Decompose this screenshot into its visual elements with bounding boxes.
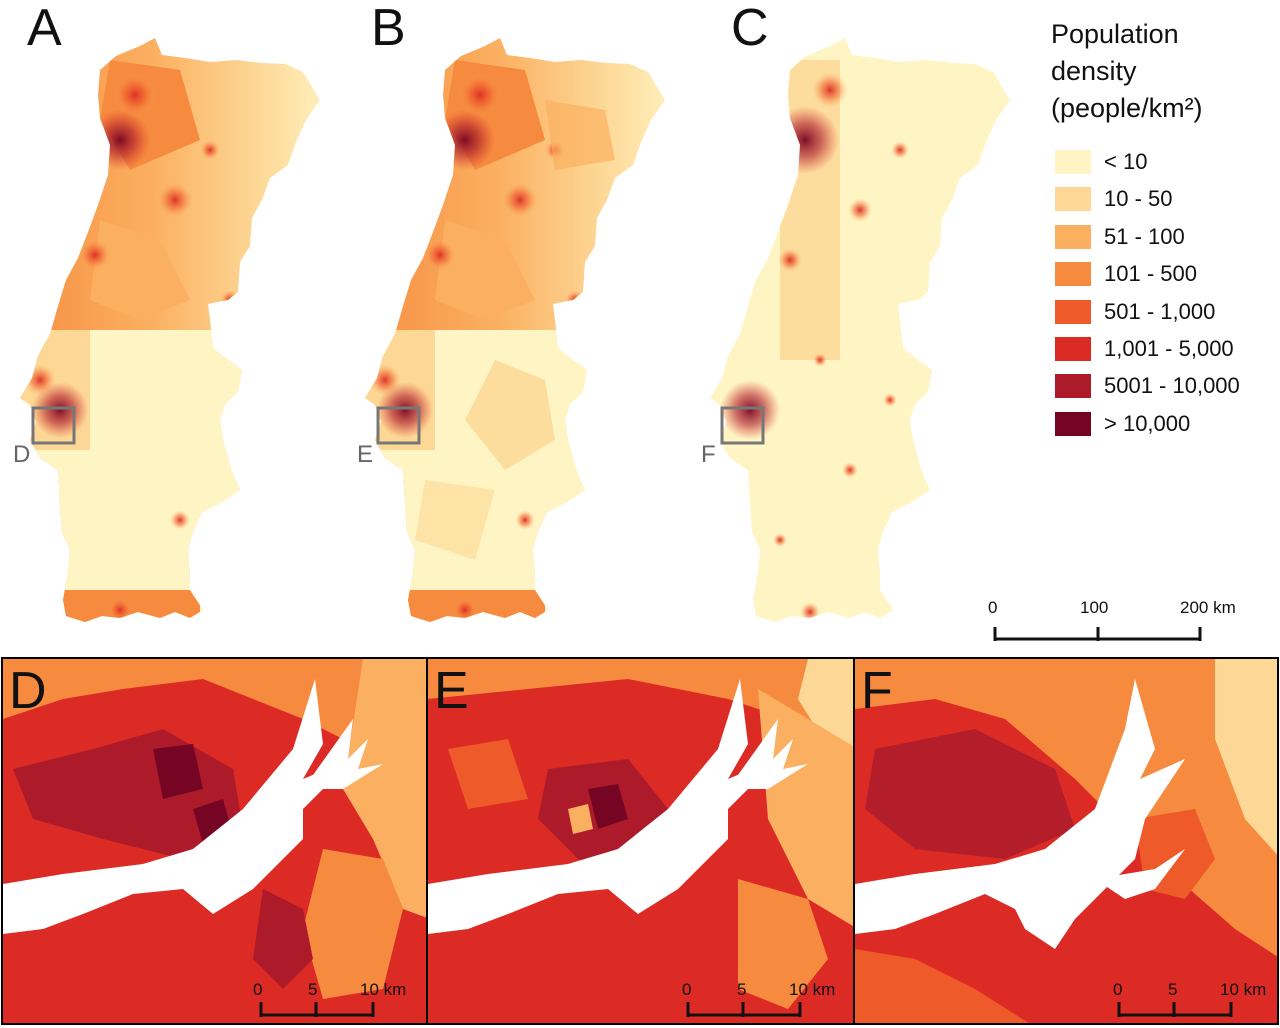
map-c	[710, 38, 1010, 622]
inset-scale-label: 0	[682, 980, 692, 999]
overview-maps	[20, 38, 1202, 641]
inset-letter-e: E	[434, 662, 469, 720]
box-label-e: E	[357, 441, 374, 468]
inset-scale-label: 0	[253, 980, 263, 999]
inset-letter-f: F	[861, 662, 893, 720]
legend-label: 501 - 1,000	[1104, 299, 1216, 324]
panel-letter-a: A	[27, 0, 62, 57]
legend-label: 51 - 100	[1104, 224, 1185, 249]
legend-label: 101 - 500	[1104, 261, 1197, 286]
inset-d: D 0 5 10 km	[1, 657, 428, 1025]
inset-scale-bar-d	[259, 1002, 375, 1017]
legend-label: < 10	[1104, 149, 1148, 174]
inset-scale-bar-f	[1117, 1002, 1233, 1017]
box-label-f: F	[701, 441, 716, 468]
legend-label: 1,001 - 5,000	[1104, 336, 1234, 361]
inset-e: E 0 5 10 km	[426, 657, 856, 1025]
inset-scale-label: 10 km	[360, 980, 407, 999]
legend-swatch	[1055, 374, 1091, 398]
legend-label: 5001 - 10,000	[1104, 373, 1240, 398]
legend-swatch	[1055, 225, 1091, 249]
map-a	[20, 38, 320, 622]
inset-scale-label: 10 km	[1220, 980, 1267, 999]
inset-scale-label: 5	[737, 980, 747, 999]
inset-letter-d: D	[9, 662, 47, 720]
inset-f: F 0 5 10 km	[853, 657, 1279, 1025]
main-scale-label: 100	[1080, 598, 1109, 617]
inset-scale-label: 0	[1113, 980, 1123, 999]
inset-scale-label: 10 km	[789, 980, 836, 999]
main-scale-bar	[993, 627, 1202, 641]
legend-title-line: Population	[1051, 19, 1179, 49]
legend-swatch	[1055, 150, 1091, 174]
legend-swatch	[1055, 300, 1091, 324]
legend-title-line: (people/km²)	[1051, 93, 1203, 123]
box-label-d: D	[13, 441, 31, 468]
panel-letter-c: C	[731, 0, 769, 57]
main-scale-label: 200 km	[1180, 598, 1236, 617]
legend-swatch	[1055, 337, 1091, 361]
main-scale-label: 0	[988, 598, 998, 617]
locator-box-f	[720, 406, 765, 445]
legend-title-line: density	[1051, 56, 1137, 86]
inset-scale-label: 5	[308, 980, 318, 999]
legend-swatch	[1055, 262, 1091, 286]
locator-box-e	[376, 406, 421, 445]
legend-swatch	[1055, 412, 1091, 436]
legend-swatch	[1055, 187, 1091, 211]
map-b	[365, 38, 665, 622]
panel-letter-b: B	[371, 0, 406, 57]
legend-label: > 10,000	[1104, 411, 1191, 436]
inset-scale-bar-e	[686, 1002, 802, 1017]
locator-box-d	[31, 406, 76, 445]
legend-title: Population density (people/km²)	[1051, 16, 1203, 127]
legend-label: 10 - 50	[1104, 186, 1173, 211]
inset-scale-label: 5	[1168, 980, 1178, 999]
